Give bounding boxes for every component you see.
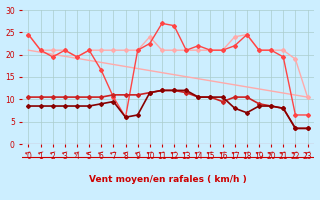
Text: ←: ←	[49, 150, 57, 158]
Text: ←: ←	[255, 150, 263, 158]
Text: ←: ←	[110, 150, 117, 158]
Text: ←: ←	[182, 150, 190, 158]
Text: ←: ←	[170, 150, 178, 158]
Text: ←: ←	[243, 150, 251, 158]
Text: Vent moyen/en rafales ( km/h ): Vent moyen/en rafales ( km/h )	[89, 176, 247, 184]
Text: ←: ←	[207, 150, 214, 158]
Text: ←: ←	[146, 150, 154, 158]
Text: ←: ←	[304, 150, 311, 158]
Text: ←: ←	[279, 150, 287, 158]
Text: ←: ←	[85, 150, 93, 158]
Text: ←: ←	[61, 150, 69, 158]
Text: ←: ←	[37, 150, 44, 158]
Text: ←: ←	[134, 150, 141, 158]
Text: ←: ←	[158, 150, 166, 158]
Text: ←: ←	[122, 150, 129, 158]
Text: ←: ←	[195, 150, 202, 158]
Text: ←: ←	[73, 150, 81, 158]
Text: ←: ←	[219, 150, 226, 158]
Text: ←: ←	[25, 150, 32, 158]
Text: ←: ←	[231, 150, 238, 158]
Text: ←: ←	[98, 150, 105, 158]
Text: ←: ←	[267, 150, 275, 158]
Text: ←: ←	[292, 150, 299, 158]
